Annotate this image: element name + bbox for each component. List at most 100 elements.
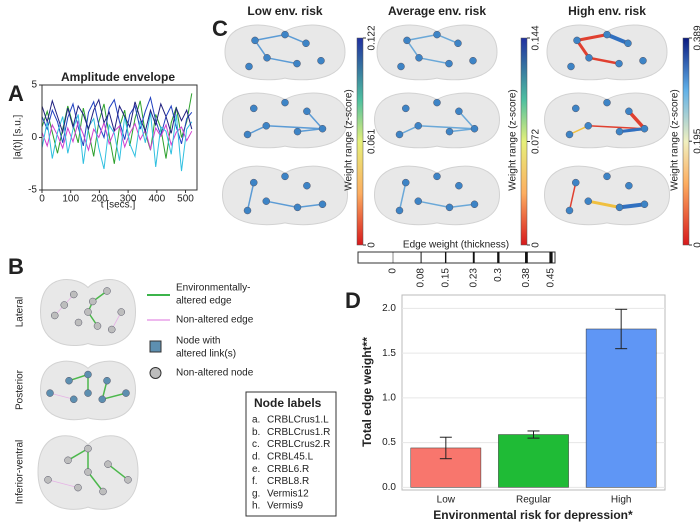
brain-edge [418, 57, 450, 65]
brain-node [584, 197, 592, 205]
brain-node [615, 127, 624, 136]
colorbar-label: Weight range (z-score) [670, 89, 681, 191]
node-letter: e. [252, 464, 260, 475]
brain-node [303, 181, 311, 190]
edge-weight-tick-label: 0.3 [493, 268, 504, 282]
edge-weight-tick-label: 0.15 [440, 268, 451, 288]
brain-node [89, 297, 97, 306]
series-line [41, 95, 193, 147]
brain-edge [418, 125, 475, 130]
brain-node [84, 444, 92, 453]
brain-edge [627, 110, 646, 130]
axis-label: |a(t)| [s.u.] [13, 114, 24, 159]
brain-edge [306, 110, 324, 130]
brain-node [603, 172, 611, 181]
x-tick-label: 100 [62, 194, 79, 205]
brain-node [414, 197, 422, 205]
brain-node [262, 122, 270, 130]
series-line [41, 112, 193, 172]
x-tick-label: 400 [148, 194, 165, 205]
brain-node [615, 59, 623, 68]
brain-node [585, 54, 593, 62]
brain-node [122, 389, 130, 397]
x-tick-label: 300 [120, 194, 137, 205]
node-name: Vermis9 [267, 501, 304, 512]
view-label: Posterior [15, 369, 26, 410]
brain-node [572, 104, 580, 113]
x-tick-label: 200 [91, 194, 108, 205]
chart-title: Amplitude envelope [61, 70, 175, 84]
edge-weight-tick-label: 0.23 [468, 268, 479, 288]
view-label: Lateral [15, 297, 26, 328]
brain-edge [576, 33, 608, 42]
brain-node [318, 124, 327, 133]
x-tick-label: High [611, 495, 632, 506]
node-name: Vermis12 [267, 488, 309, 499]
brain-node [98, 395, 106, 404]
brain-node [251, 36, 259, 45]
brain-edge [588, 56, 620, 65]
colorbar-label: Weight range (z-score) [508, 89, 519, 191]
brain-node [302, 39, 310, 48]
brain-node [470, 124, 479, 133]
colorbar-tick-label: 0.072 [531, 129, 542, 154]
brain-node [250, 178, 258, 187]
x-tick-label: 500 [177, 194, 194, 205]
node-name: CRBL6.R [267, 464, 309, 475]
node-name: CRBL8.R [267, 476, 309, 487]
colorbar-tick-label: 0 [367, 242, 378, 248]
plot-frame [41, 84, 198, 191]
brain-node [603, 30, 611, 39]
brain-node [445, 127, 454, 136]
brain-edge [254, 33, 286, 42]
brain-node [124, 476, 132, 484]
brain-edge [449, 203, 475, 209]
y-tick-label: 5 [31, 80, 37, 91]
colorbar-tick-label: 0.389 [693, 25, 700, 50]
node-letter: g. [252, 488, 260, 499]
colorbar-tick-label: 0.144 [531, 25, 542, 50]
brain-node [639, 56, 647, 65]
colorbar-tick-label: 0.061 [367, 129, 378, 154]
view-label: Inferior-ventral [15, 440, 26, 504]
edge-weight-tick-label: 0.38 [521, 268, 532, 288]
brain-edge [47, 479, 79, 488]
brain-node [93, 322, 102, 330]
node-label-box [245, 391, 337, 517]
colorbar [356, 37, 364, 246]
x-tick-label: Regular [516, 495, 552, 506]
edge-weight-title: Edge weight (thickness) [403, 240, 509, 251]
legend-text: Environmentally- [176, 283, 250, 294]
brain-node [402, 104, 410, 113]
brain-node [263, 54, 271, 62]
brain-node [250, 104, 258, 113]
brain-node [281, 172, 289, 181]
brain-edge [266, 57, 298, 65]
bar [585, 328, 657, 488]
brain-node [46, 389, 54, 397]
brain-edge [266, 200, 298, 209]
column-title: Low env. risk [247, 4, 322, 18]
colorbar [520, 37, 528, 246]
node-label-title: Node labels [254, 396, 322, 410]
brain-edge [619, 127, 645, 134]
node-name: CRBLCrus2.R [267, 439, 330, 450]
brain-node [70, 395, 78, 404]
panel-letter: A [8, 81, 24, 106]
brain-node [317, 56, 325, 65]
brain-node [103, 376, 111, 385]
colorbar-tick-label: 0.195 [693, 128, 700, 153]
brain-node [624, 39, 632, 48]
brain-edge [449, 127, 475, 133]
brain-edge [107, 463, 129, 481]
node-letter: h. [252, 501, 260, 512]
brain-node [403, 36, 411, 45]
brain-node [74, 483, 82, 492]
colorbar-tick-label: 0 [531, 242, 542, 248]
node-letter: f. [252, 476, 258, 487]
brain-edge [398, 182, 407, 211]
panel-letter: B [8, 254, 24, 279]
brain-node [433, 98, 441, 107]
edge-weight-box [357, 251, 556, 264]
brain-node [103, 287, 111, 295]
